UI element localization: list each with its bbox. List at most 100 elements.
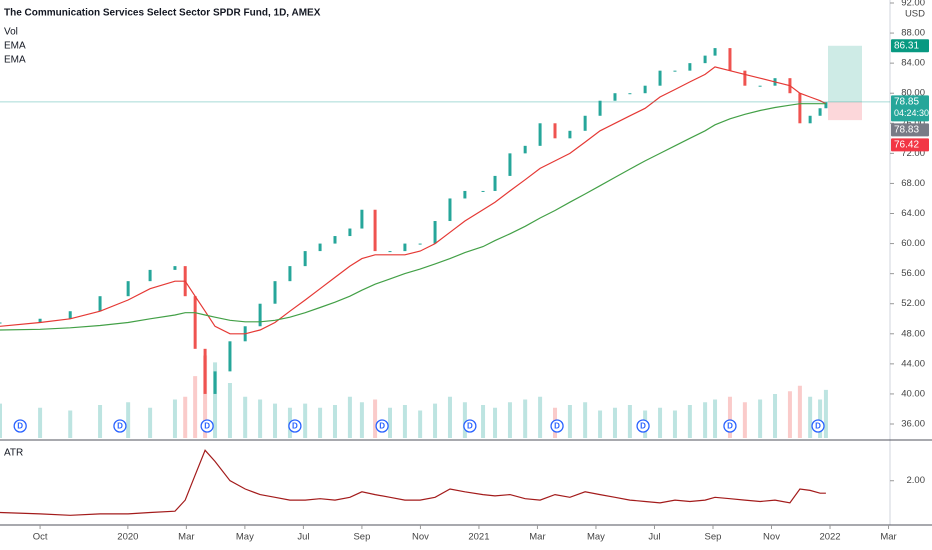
candle bbox=[743, 70, 747, 86]
dividend-marker bbox=[636, 419, 650, 433]
candle bbox=[613, 93, 617, 101]
candle bbox=[258, 303, 262, 327]
price-tag bbox=[891, 95, 929, 122]
volume-bar bbox=[183, 396, 188, 438]
volume-bar bbox=[38, 407, 43, 438]
y-tick-label: 40.00 bbox=[901, 388, 925, 399]
volume-bar bbox=[583, 402, 588, 438]
candle bbox=[126, 281, 130, 297]
candle bbox=[0, 322, 2, 324]
y-tick-label: 2.00 bbox=[907, 475, 926, 486]
candle bbox=[688, 63, 692, 71]
volume-bar bbox=[612, 407, 617, 438]
x-tick-label: Mar bbox=[880, 532, 896, 543]
x-tick-label: Mar bbox=[529, 532, 545, 543]
y-tick-label: 36.00 bbox=[901, 419, 925, 430]
candle bbox=[463, 190, 467, 199]
dividend-marker bbox=[13, 419, 27, 433]
price-tag bbox=[891, 39, 929, 53]
volume-bar bbox=[193, 376, 198, 438]
candle bbox=[598, 100, 602, 116]
volume-bar bbox=[808, 396, 813, 438]
volume-bar bbox=[0, 403, 2, 438]
x-tick-label: May bbox=[236, 532, 254, 543]
y-tick-label: 92.00 bbox=[901, 0, 925, 9]
x-tick-label: Jul bbox=[297, 532, 309, 543]
volume-bar bbox=[203, 355, 208, 438]
dividend-label: D bbox=[292, 422, 298, 431]
volume-bar bbox=[523, 399, 528, 438]
volume-bar bbox=[538, 396, 543, 438]
candle bbox=[553, 123, 557, 139]
volume-bar bbox=[713, 399, 718, 438]
volume-bar bbox=[481, 405, 486, 438]
atr-label: ATR bbox=[4, 448, 23, 459]
dividend-label: D bbox=[204, 422, 210, 431]
x-tick-label: 2020 bbox=[117, 532, 138, 543]
candle bbox=[173, 266, 177, 270]
price-tag-label: 78.83 bbox=[894, 125, 919, 136]
x-tick-label: 2021 bbox=[468, 532, 489, 543]
candle bbox=[673, 70, 677, 72]
volume-bar bbox=[273, 403, 278, 438]
candle bbox=[568, 130, 572, 139]
volume-bar bbox=[787, 391, 792, 438]
volume-bar bbox=[227, 383, 232, 438]
y-tick-label: 72.00 bbox=[901, 148, 925, 159]
candle bbox=[713, 48, 717, 56]
candle bbox=[303, 251, 307, 267]
x-tick-label: May bbox=[587, 532, 605, 543]
dividend-marker bbox=[463, 419, 477, 433]
ema-line bbox=[0, 66, 827, 335]
currency: USD bbox=[905, 9, 925, 20]
y-tick-label: 68.00 bbox=[901, 178, 925, 189]
ema-line bbox=[0, 103, 826, 331]
x-tick-label: Mar bbox=[178, 532, 194, 543]
y-tick-label: 52.00 bbox=[901, 298, 925, 309]
candle bbox=[348, 228, 352, 237]
volume-bar bbox=[818, 399, 823, 438]
candle bbox=[808, 115, 812, 124]
dividend-label: D bbox=[467, 422, 473, 431]
volume-bar bbox=[318, 407, 323, 438]
candle bbox=[758, 85, 762, 87]
y-tick-label: 76.00 bbox=[901, 118, 925, 129]
dividend-marker bbox=[288, 419, 302, 433]
volume-bar bbox=[373, 399, 378, 438]
candle bbox=[403, 243, 407, 252]
chart-title: The Communication Services Select Sector… bbox=[4, 8, 321, 19]
y-tick-label: 60.00 bbox=[901, 238, 925, 249]
x-tick-label: Nov bbox=[412, 532, 429, 543]
volume-bar bbox=[797, 385, 802, 438]
volume-bar bbox=[172, 399, 177, 438]
indicator-label: EMA bbox=[4, 41, 26, 52]
candle bbox=[388, 251, 392, 253]
marks: 92.00 88.00 84.00 80.00 76.00 72.00 68.00 64.00… bbox=[0, 0, 925, 543]
price-tag bbox=[891, 138, 929, 152]
volume-bar bbox=[148, 407, 153, 438]
y-tick-label: 44.00 bbox=[901, 358, 925, 369]
volume-bar bbox=[359, 402, 364, 438]
volume-bar bbox=[627, 405, 632, 438]
candle bbox=[798, 93, 802, 124]
candle bbox=[273, 281, 277, 304]
volume-bar bbox=[462, 402, 467, 438]
volume-bar bbox=[243, 396, 248, 438]
volume-bar bbox=[332, 405, 337, 438]
dividend-label: D bbox=[379, 422, 385, 431]
candle bbox=[583, 115, 587, 131]
volume-bar bbox=[727, 396, 732, 438]
candle bbox=[68, 311, 72, 319]
volume-bar bbox=[387, 407, 392, 438]
x-tick-label: Oct bbox=[33, 532, 48, 543]
volume-bar bbox=[823, 389, 828, 438]
dividend-marker bbox=[550, 419, 564, 433]
x-tick-label: Sep bbox=[353, 532, 370, 543]
candle bbox=[824, 102, 828, 109]
candle bbox=[628, 93, 632, 95]
candle bbox=[523, 145, 527, 154]
candle bbox=[98, 296, 102, 312]
dividend-label: D bbox=[117, 422, 123, 431]
candle bbox=[508, 153, 512, 176]
